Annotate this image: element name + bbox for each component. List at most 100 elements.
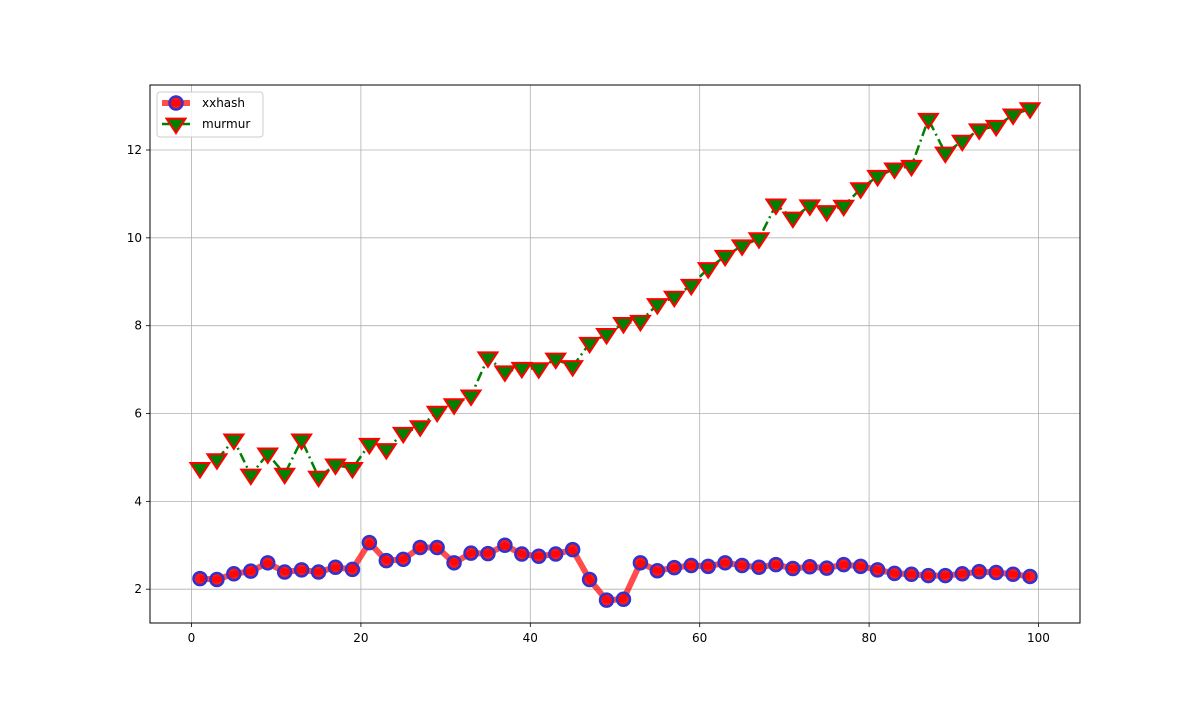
y-tick-label: 2 — [134, 582, 142, 596]
y-tick-label: 12 — [127, 143, 142, 157]
data-point-murmur — [612, 317, 635, 335]
axis-ticks: 0 20 40 60 80 100 2 4 6 8 10 12 — [127, 143, 1050, 645]
data-point-xxhash — [835, 556, 852, 573]
legend-marker-murmur — [164, 117, 188, 135]
data-point-xxhash — [327, 559, 344, 575]
data-point-murmur — [493, 365, 517, 383]
data-point-murmur — [900, 159, 923, 178]
data-point-xxhash — [971, 563, 987, 580]
data-point-xxhash — [598, 592, 615, 608]
x-tick-label: 0 — [188, 631, 196, 645]
legend: xxhash murmur — [156, 91, 264, 138]
data-point-xxhash — [497, 537, 513, 554]
data-point-xxhash — [615, 591, 632, 608]
data-point-murmur — [866, 169, 889, 188]
data-point-xxhash — [310, 564, 327, 580]
data-point-murmur — [374, 443, 398, 461]
data-point-murmur — [273, 467, 297, 485]
data-point-xxhash — [751, 559, 767, 575]
legend-marker-xxhash — [168, 95, 184, 111]
data-point-murmur — [256, 447, 280, 465]
data-point-murmur — [205, 453, 229, 471]
data-point-xxhash — [547, 546, 564, 562]
y-tick-label: 10 — [127, 231, 142, 245]
data-point-murmur — [679, 278, 703, 297]
data-point-murmur — [764, 198, 788, 216]
x-tick-label: 40 — [523, 631, 538, 645]
data-point-murmur — [798, 199, 822, 217]
data-point-xxhash — [514, 546, 530, 562]
data-point-murmur — [849, 182, 872, 200]
data-point-murmur — [188, 461, 212, 480]
data-point-murmur — [459, 389, 483, 407]
data-point-xxhash — [361, 534, 378, 551]
data-point-xxhash — [649, 562, 666, 579]
series-murmur — [188, 102, 1042, 489]
series-xxhash — [192, 534, 1038, 608]
data-point-murmur — [222, 433, 246, 451]
legend-label-xxhash: xxhash — [202, 96, 245, 110]
data-point-xxhash — [869, 562, 886, 578]
data-point-murmur — [629, 314, 652, 333]
data-point-murmur — [781, 211, 805, 229]
data-point-murmur — [290, 433, 313, 451]
y-tick-label: 8 — [134, 319, 142, 333]
data-point-murmur — [832, 199, 856, 218]
data-point-murmur — [645, 298, 669, 316]
data-point-murmur — [578, 336, 601, 355]
data-point-xxhash — [954, 566, 971, 582]
data-point-murmur — [341, 461, 364, 480]
data-point-murmur — [510, 361, 534, 380]
data-point-xxhash — [446, 555, 462, 571]
data-point-murmur — [561, 360, 585, 378]
data-point-xxhash — [395, 551, 412, 568]
legend-entry-murmur: murmur — [162, 117, 250, 135]
data-point-xxhash — [192, 570, 208, 587]
data-point-xxhash — [463, 545, 479, 561]
data-point-murmur — [1018, 102, 1042, 120]
data-point-murmur — [324, 458, 347, 476]
data-point-murmur — [917, 112, 940, 131]
data-point-xxhash — [581, 571, 598, 588]
series-layer — [188, 102, 1042, 608]
data-point-xxhash — [632, 555, 649, 571]
data-point-xxhash — [734, 557, 750, 574]
data-point-murmur — [984, 119, 1008, 138]
data-point-xxhash — [785, 560, 801, 577]
data-point-murmur — [527, 362, 551, 380]
y-tick-label: 4 — [134, 494, 142, 508]
data-point-murmur — [307, 470, 330, 489]
data-point-murmur — [967, 123, 991, 141]
data-point-xxhash — [886, 565, 903, 582]
data-point-murmur — [442, 398, 466, 416]
data-point-xxhash — [988, 564, 1004, 581]
data-point-xxhash — [683, 557, 699, 574]
data-point-xxhash — [903, 566, 920, 583]
data-point-murmur — [595, 328, 618, 346]
data-point-xxhash — [1005, 566, 1021, 583]
data-point-xxhash — [226, 566, 242, 582]
data-point-murmur — [933, 146, 957, 164]
data-point-murmur — [358, 437, 381, 456]
data-point-xxhash — [1022, 568, 1038, 585]
data-point-xxhash — [378, 552, 395, 569]
data-point-murmur — [544, 352, 568, 370]
data-point-xxhash — [293, 562, 310, 578]
data-point-murmur — [662, 290, 686, 308]
legend-label-murmur: murmur — [202, 117, 250, 131]
data-point-murmur — [883, 162, 906, 180]
data-point-xxhash — [818, 560, 835, 576]
data-point-murmur — [391, 426, 415, 445]
data-point-murmur — [1001, 108, 1025, 126]
data-point-xxhash — [480, 545, 496, 562]
data-point-xxhash — [717, 555, 733, 571]
x-tick-label: 20 — [353, 631, 368, 645]
data-point-xxhash — [344, 561, 361, 578]
data-point-xxhash — [852, 558, 869, 575]
data-point-murmur — [476, 351, 500, 369]
data-point-xxhash — [243, 563, 259, 579]
data-point-xxhash — [700, 558, 716, 575]
data-point-murmur — [950, 134, 974, 153]
